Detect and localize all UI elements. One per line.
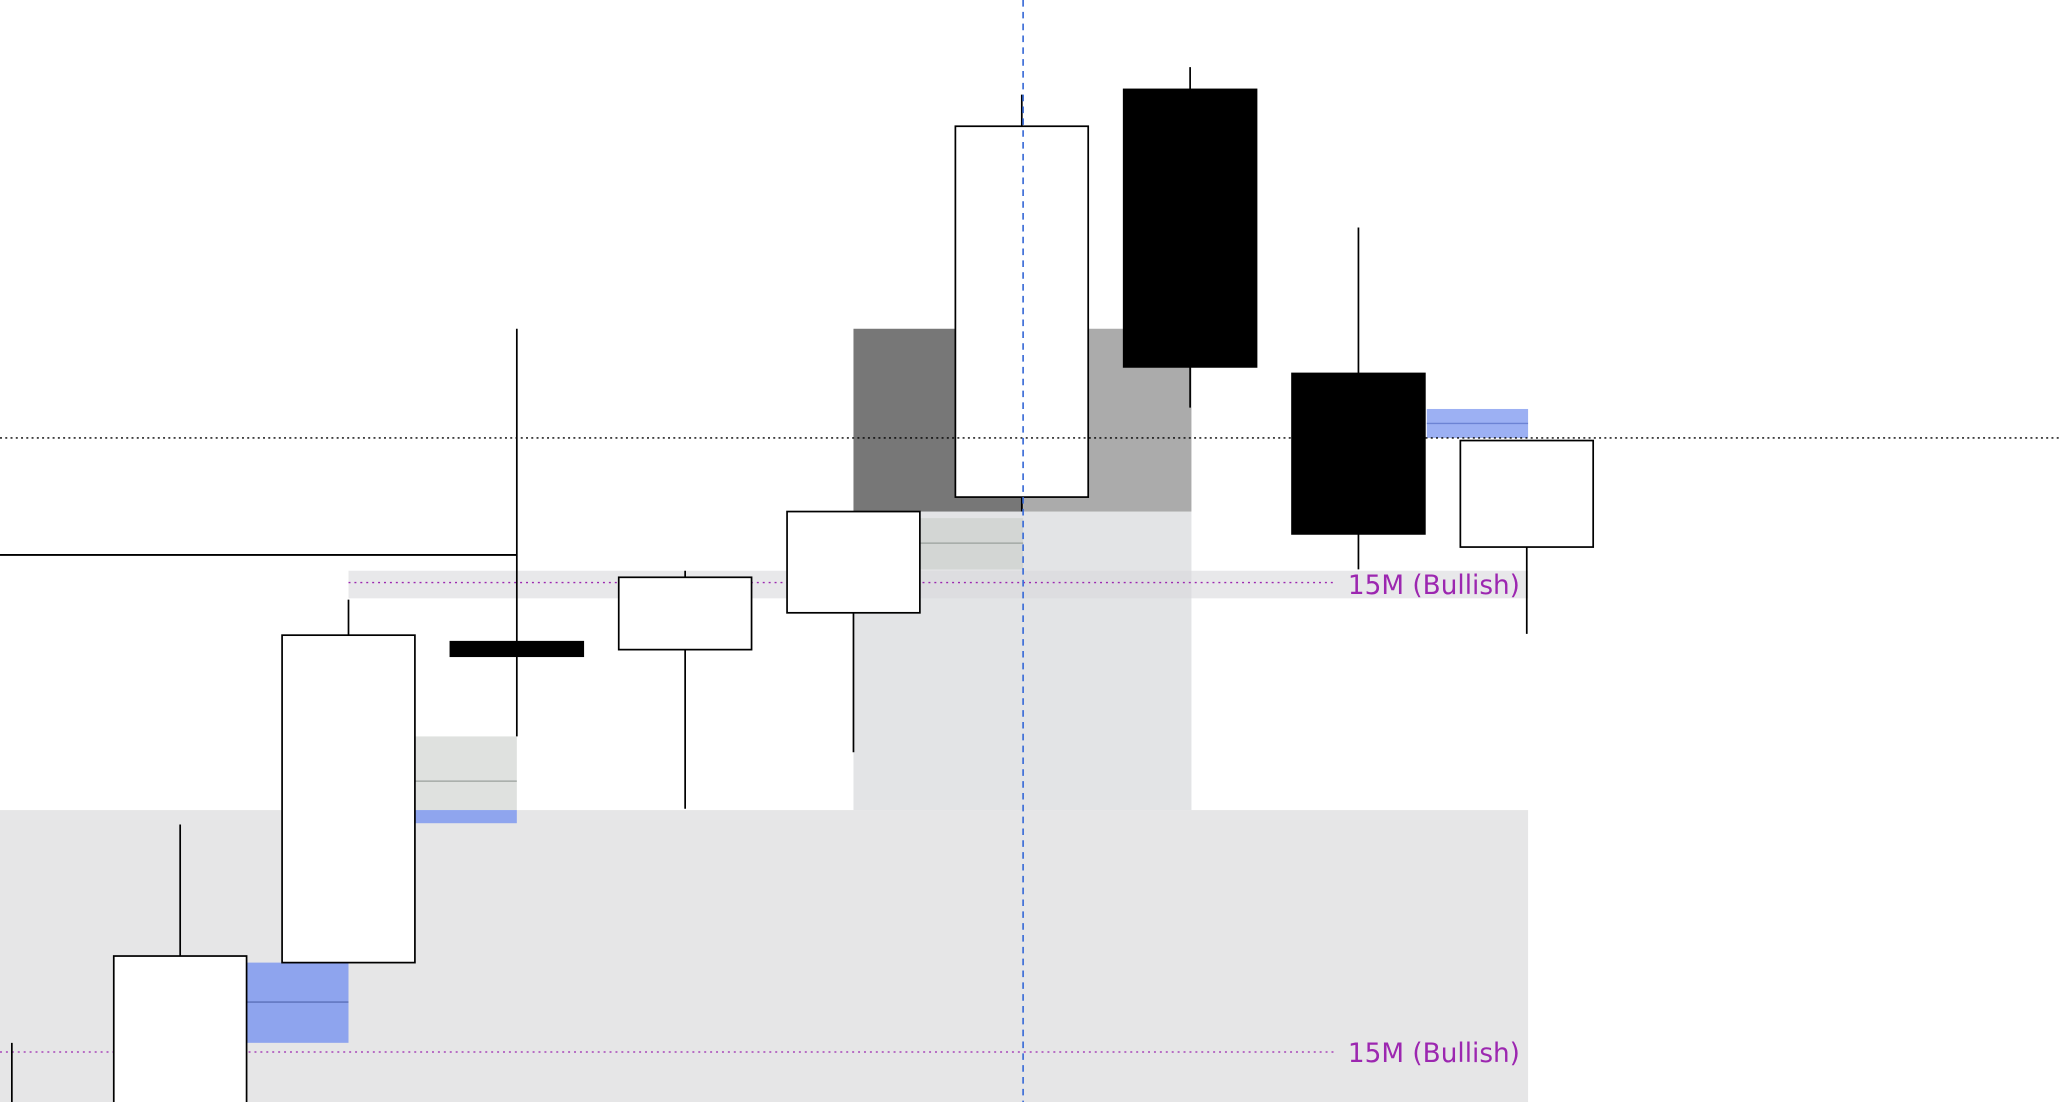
candle-body [954, 125, 1090, 498]
candles [10, 67, 1595, 1102]
candle-body [281, 634, 416, 964]
candle-body [786, 510, 921, 614]
zone [348, 570, 1529, 599]
candle-body [617, 576, 753, 651]
candle-body [1291, 372, 1426, 535]
zone [920, 518, 1024, 570]
candle-body [112, 955, 248, 1102]
candle-body [1122, 88, 1258, 368]
zone [414, 736, 517, 811]
candle-body [1459, 439, 1595, 548]
zone-label: 15M (Bullish) [1348, 571, 1520, 601]
zone-label: 15M (Bullish) [1348, 1039, 1520, 1069]
zone [414, 810, 517, 824]
zone [0, 810, 1529, 1102]
candle-body [449, 640, 585, 658]
